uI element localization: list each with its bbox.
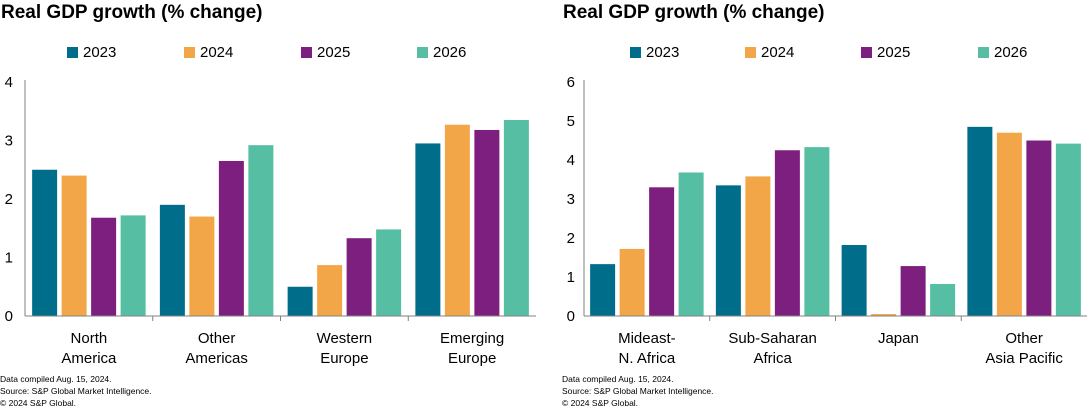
- chart-panel-right: Real GDP growth (% change) 2023 2024 2025 2…: [562, 0, 1090, 411]
- bar-2023: [715, 185, 741, 316]
- legend-swatch: [184, 47, 195, 58]
- legend-label: 2024: [200, 44, 234, 61]
- x-category-label: America: [61, 350, 117, 367]
- bar-2024: [745, 176, 771, 316]
- y-tick-label: 3: [567, 191, 575, 208]
- x-category-label: Other: [198, 330, 236, 347]
- y-tick-label: 0: [5, 308, 13, 325]
- chart-title: Real GDP growth (% change): [1, 2, 263, 23]
- footnote-copyright: © 2024 S&P Global.: [562, 398, 639, 408]
- bar-2023: [967, 126, 993, 316]
- x-category-label: Europe: [320, 350, 368, 367]
- x-category-label: Western: [317, 330, 373, 347]
- legend-swatch: [861, 47, 872, 58]
- bar-2025: [649, 187, 675, 316]
- bar-2025: [1026, 140, 1052, 316]
- bar-2023: [287, 286, 313, 316]
- legend-swatch: [67, 47, 78, 58]
- x-category-label: Sub-Saharan: [728, 330, 816, 347]
- bar-2026: [930, 284, 956, 316]
- legend-swatch: [630, 47, 641, 58]
- legend-swatch: [745, 47, 756, 58]
- legend-swatch: [417, 47, 428, 58]
- bar-chart-plot: 0 1 2 3 4 5 6 Mideast- N. Africa Sub-Saharan Afric…: [567, 74, 1087, 367]
- bar-2026: [120, 215, 146, 316]
- legend-swatch: [301, 47, 312, 58]
- bar-2023: [159, 204, 185, 316]
- bar-2023: [841, 245, 867, 316]
- bar-2023: [590, 264, 616, 316]
- legend-label: 2025: [317, 44, 351, 61]
- bar-2026: [503, 120, 529, 317]
- x-category-label: Japan: [878, 330, 919, 347]
- bar-chart-plot: 0 1 2 3 4 North America Other Americas Western Eur…: [5, 74, 536, 367]
- y-tick-label: 6: [567, 74, 575, 91]
- x-category-label: Mideast-: [618, 330, 676, 347]
- y-tick-label: 1: [567, 269, 575, 286]
- y-tick-label: 2: [5, 191, 13, 208]
- bar-2025: [900, 266, 926, 316]
- bar-2026: [376, 229, 402, 316]
- footnote-source: Source: S&P Global Market Intelligence.: [562, 386, 714, 396]
- bar-2025: [91, 217, 117, 316]
- x-category-label: Emerging: [440, 330, 504, 347]
- x-category-label: Other: [1005, 330, 1043, 347]
- bar-2026: [804, 147, 830, 316]
- bar-2023: [32, 169, 58, 316]
- bar-2026: [248, 145, 274, 316]
- y-tick-label: 3: [5, 133, 13, 150]
- y-tick-label: 1: [5, 250, 13, 267]
- chart-footnotes: Data compiled Aug. 15, 2024. Source: S&P…: [562, 373, 714, 409]
- y-tick-label: 5: [567, 113, 575, 130]
- bar-2026: [678, 172, 704, 316]
- y-tick-label: 2: [567, 230, 575, 247]
- footnote-source: Source: S&P Global Market Intelligence.: [0, 386, 152, 396]
- bar-2024: [61, 175, 87, 316]
- y-tick-label: 4: [567, 152, 575, 169]
- legend-label: 2024: [761, 44, 795, 61]
- footnote-compiled: Data compiled Aug. 15, 2024.: [0, 374, 112, 384]
- x-category-label: North: [71, 330, 108, 347]
- bar-2024: [619, 248, 645, 316]
- legend-label: 2023: [83, 44, 117, 61]
- footnote-compiled: Data compiled Aug. 15, 2024.: [562, 374, 674, 384]
- x-category-label: Europe: [448, 350, 496, 367]
- y-tick-label: 4: [5, 74, 13, 91]
- x-category-label: N. Africa: [619, 350, 676, 367]
- bar-2025: [474, 129, 500, 316]
- bar-2026: [1055, 143, 1081, 316]
- bar-2025: [346, 238, 372, 316]
- footnote-copyright: © 2024 S&P Global.: [0, 398, 77, 408]
- bar-2025: [218, 160, 244, 316]
- x-category-label: Africa: [753, 350, 792, 367]
- legend-label: 2026: [994, 44, 1028, 61]
- y-tick-label: 0: [567, 308, 575, 325]
- legend-label: 2025: [877, 44, 911, 61]
- bar-2024: [871, 314, 897, 316]
- x-category-label: Asia Pacific: [985, 350, 1063, 367]
- bar-2024: [189, 216, 215, 316]
- legend-label: 2023: [646, 44, 680, 61]
- x-category-label: Americas: [185, 350, 248, 367]
- bar-2024: [996, 132, 1022, 316]
- legend-label: 2026: [433, 44, 467, 61]
- bar-2023: [415, 143, 441, 316]
- bar-2024: [317, 265, 343, 316]
- legend-swatch: [978, 47, 989, 58]
- chart-title: Real GDP growth (% change): [563, 2, 825, 23]
- chart-panel-left: Real GDP growth (% change) 2023 2024 2025 2…: [0, 0, 540, 411]
- chart-footnotes: Data compiled Aug. 15, 2024. Source: S&P…: [0, 373, 152, 409]
- bar-2025: [774, 150, 800, 316]
- bar-2024: [444, 124, 470, 316]
